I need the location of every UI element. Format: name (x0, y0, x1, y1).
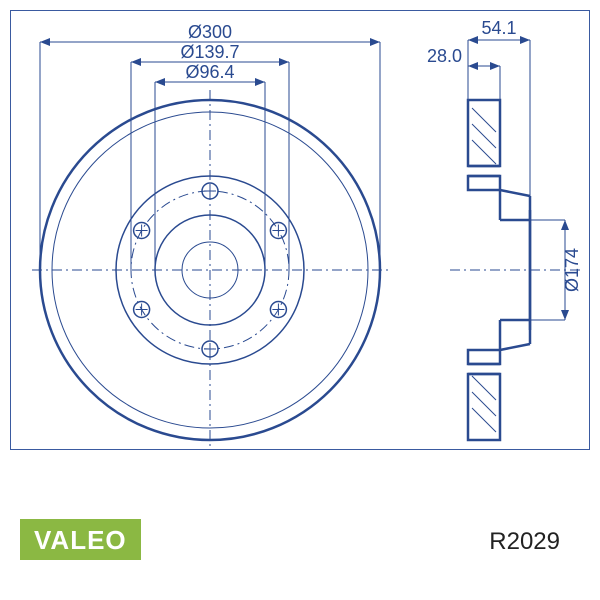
brand-logo: VALEO (20, 519, 141, 560)
drawing-frame (10, 10, 590, 450)
part-number-text: R2029 (489, 528, 560, 555)
brand-logo-text: VALEO (34, 525, 127, 555)
part-number: R2029 (489, 528, 560, 556)
